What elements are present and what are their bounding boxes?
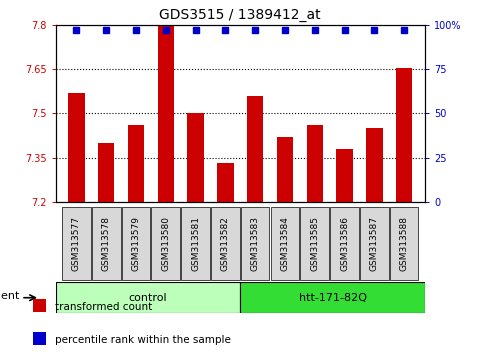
Text: GSM313580: GSM313580 xyxy=(161,216,170,271)
FancyBboxPatch shape xyxy=(181,207,210,280)
Bar xyxy=(187,113,204,202)
FancyBboxPatch shape xyxy=(152,207,180,280)
FancyBboxPatch shape xyxy=(330,207,359,280)
FancyBboxPatch shape xyxy=(211,207,240,280)
FancyBboxPatch shape xyxy=(241,282,425,313)
Text: GSM313586: GSM313586 xyxy=(340,216,349,271)
Text: percentile rank within the sample: percentile rank within the sample xyxy=(55,335,230,345)
Text: GSM313577: GSM313577 xyxy=(72,216,81,271)
Text: GSM313588: GSM313588 xyxy=(399,216,409,271)
Text: GSM313579: GSM313579 xyxy=(131,216,141,271)
Bar xyxy=(157,25,174,202)
Text: htt-171-82Q: htt-171-82Q xyxy=(298,293,367,303)
Text: agent: agent xyxy=(0,291,19,301)
Bar xyxy=(33,299,46,312)
Bar xyxy=(247,96,263,202)
Text: GSM313583: GSM313583 xyxy=(251,216,260,271)
FancyBboxPatch shape xyxy=(122,207,150,280)
Text: GSM313581: GSM313581 xyxy=(191,216,200,271)
FancyBboxPatch shape xyxy=(56,282,241,313)
Text: GSM313578: GSM313578 xyxy=(102,216,111,271)
FancyBboxPatch shape xyxy=(360,207,389,280)
Bar xyxy=(396,68,412,202)
Text: GSM313582: GSM313582 xyxy=(221,216,230,271)
Bar xyxy=(217,164,234,202)
Bar xyxy=(33,332,46,345)
Bar xyxy=(128,125,144,202)
Bar xyxy=(307,125,323,202)
FancyBboxPatch shape xyxy=(92,207,120,280)
FancyBboxPatch shape xyxy=(241,207,270,280)
FancyBboxPatch shape xyxy=(300,207,329,280)
Bar xyxy=(68,93,85,202)
Title: GDS3515 / 1389412_at: GDS3515 / 1389412_at xyxy=(159,8,321,22)
Bar xyxy=(277,137,293,202)
FancyBboxPatch shape xyxy=(62,207,91,280)
Text: GSM313585: GSM313585 xyxy=(310,216,319,271)
FancyBboxPatch shape xyxy=(390,207,418,280)
Bar xyxy=(98,143,114,202)
Text: GSM313584: GSM313584 xyxy=(281,216,289,271)
Bar xyxy=(336,149,353,202)
Text: control: control xyxy=(128,293,167,303)
Bar xyxy=(366,128,383,202)
Text: GSM313587: GSM313587 xyxy=(370,216,379,271)
FancyBboxPatch shape xyxy=(270,207,299,280)
Text: transformed count: transformed count xyxy=(55,302,152,312)
